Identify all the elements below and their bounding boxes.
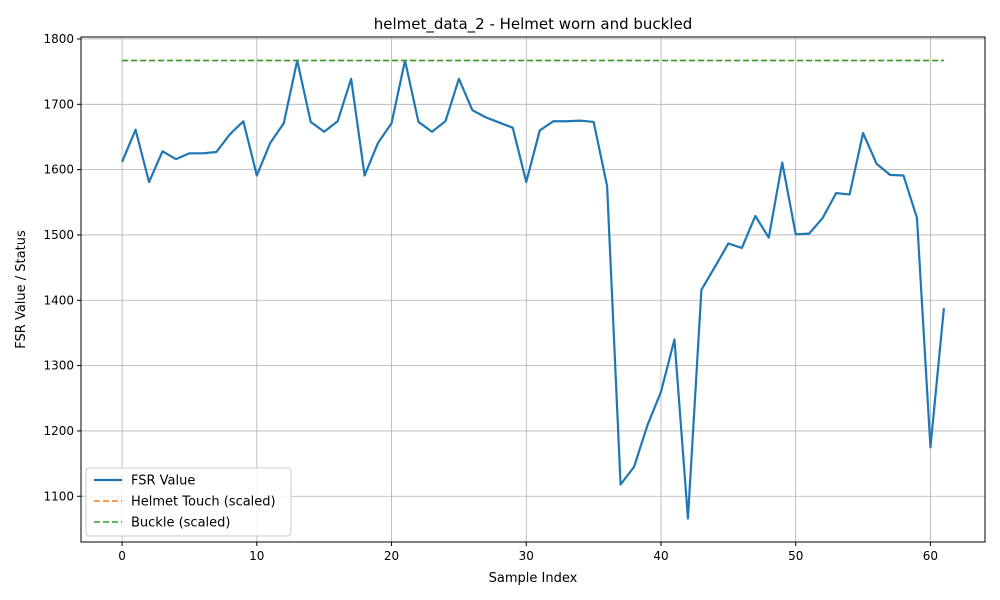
legend-label: Buckle (scaled) xyxy=(131,516,230,531)
y-tick-label: 1500 xyxy=(43,228,74,242)
chart-title: helmet_data_2 - Helmet worn and buckled xyxy=(374,15,693,34)
legend: FSR Value Helmet Touch (scaled) Buckle (sc… xyxy=(85,467,292,537)
y-tick-label: 1600 xyxy=(43,163,74,177)
y-tick-label: 1300 xyxy=(43,359,74,373)
x-tick-label: 0 xyxy=(118,549,126,563)
x-tick-label: 20 xyxy=(384,549,399,563)
x-tick-label: 60 xyxy=(923,549,938,563)
y-tick-label: 1100 xyxy=(43,489,74,503)
y-axis-ticks: 1100 1200 1300 1400 1500 1600 1700 1800 xyxy=(43,32,81,503)
x-tick-label: 10 xyxy=(249,549,264,563)
x-axis-ticks: 0 10 20 30 40 50 60 xyxy=(118,542,938,563)
x-tick-label: 40 xyxy=(653,549,668,563)
legend-label: FSR Value xyxy=(131,474,195,489)
y-tick-label: 1200 xyxy=(43,424,74,438)
x-axis-label: Sample Index xyxy=(489,571,578,586)
plot-area-frame xyxy=(80,36,986,543)
y-tick-label: 1800 xyxy=(43,32,74,46)
series-lines xyxy=(121,59,946,520)
series-line-fsr-value xyxy=(121,59,946,520)
y-tick-label: 1700 xyxy=(43,97,74,111)
legend-box xyxy=(85,467,292,537)
y-axis-label: FSR Value / Status xyxy=(14,230,29,349)
x-tick-label: 50 xyxy=(788,549,803,563)
y-tick-label: 1400 xyxy=(43,293,74,307)
x-tick-label: 30 xyxy=(519,549,534,563)
legend-label: Helmet Touch (scaled) xyxy=(131,495,276,510)
